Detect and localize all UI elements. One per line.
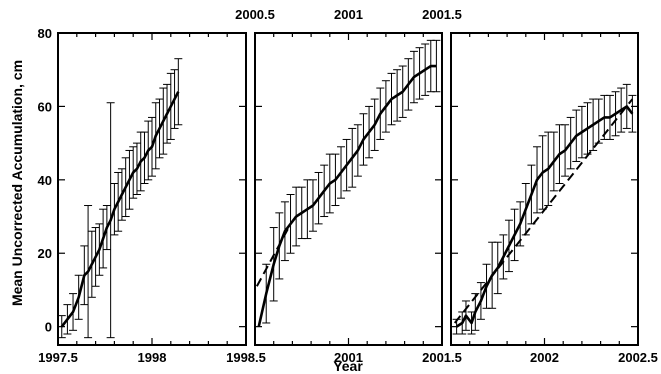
x-tick-label: 1998 (138, 350, 167, 365)
accumulation-line (455, 105, 634, 328)
x-tick-label: 1997.5 (38, 350, 78, 365)
y-tick-label: 0 (45, 320, 52, 335)
top-tick-label: 2001.5 (422, 7, 462, 22)
y-tick-label: 40 (38, 173, 52, 188)
panel-2: 2001 2001.5 2000.5 2001 2001.5 (235, 7, 462, 365)
y-axis-title: Mean Uncorrected Accumulation, cm (9, 60, 25, 306)
y-tick-label: 20 (38, 246, 52, 261)
x-tick-label: 2002 (530, 350, 559, 365)
fit-line (453, 98, 634, 324)
x-tick-label: 1998.5 (226, 350, 266, 365)
x-tick-label: 2001 (334, 350, 363, 365)
top-tick-label: 2000.5 (235, 7, 275, 22)
panel-1: 0 20 40 60 80 1997.5 1998 1998.5 (38, 26, 266, 365)
accumulation-line (257, 64, 437, 327)
x-tick-label: 2002.5 (618, 350, 658, 365)
panel-3: 2002 2002.5 (450, 32, 658, 365)
accumulation-line (60, 91, 180, 328)
x-axis-title: Year (333, 358, 363, 374)
fit-line (255, 227, 290, 287)
top-tick-label: 2001 (334, 7, 363, 22)
x-tick-label: 2001.5 (422, 350, 462, 365)
y-tick-label: 60 (38, 99, 52, 114)
panel-frame (57, 32, 247, 346)
plot-panels: 0 20 40 60 80 1997.5 1998 1998.5 2001 2001.5 2000.… (38, 7, 658, 365)
panel-frame (450, 32, 639, 346)
y-tick-label: 80 (38, 26, 52, 41)
